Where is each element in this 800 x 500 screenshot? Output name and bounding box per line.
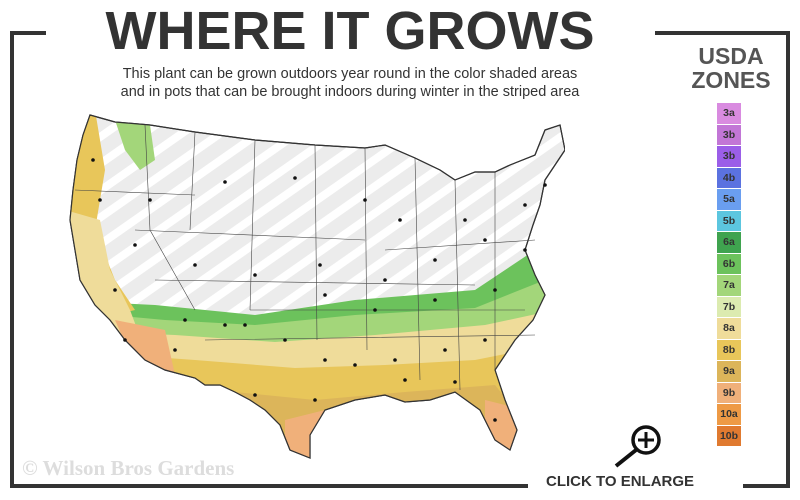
frame-bottom-right [743, 484, 790, 488]
city-dot [323, 293, 327, 297]
city-dot [173, 348, 177, 352]
city-dot [323, 358, 327, 362]
city-dot [383, 278, 387, 282]
legend-zone-6b: 6b [717, 253, 741, 274]
legend-zone-5b: 5b [717, 210, 741, 231]
city-dot [98, 198, 102, 202]
city-dot [493, 418, 497, 422]
subtitle-line-2: and in pots that can be brought indoors … [120, 84, 580, 100]
city-dot [243, 323, 247, 327]
legend-title-line-1: USDA [698, 43, 764, 69]
city-dot [353, 363, 357, 367]
city-dot [223, 180, 227, 184]
city-markers [91, 158, 547, 422]
legend-zone-10a: 10a [717, 404, 741, 425]
legend-zone-7a: 7a [717, 275, 741, 296]
legend-title: USDA ZONES [676, 44, 786, 92]
city-dot [113, 288, 117, 292]
city-dot [483, 238, 487, 242]
city-dot [523, 203, 527, 207]
click-to-enlarge-button[interactable]: CLICK TO ENLARGE [540, 418, 730, 493]
city-dot [148, 198, 152, 202]
legend-zone-5a: 5a [717, 189, 741, 210]
city-dot [193, 263, 197, 267]
city-dot [523, 248, 527, 252]
city-dot [123, 338, 127, 342]
subtitle-line-1: This plant can be grown outdoors year ro… [122, 66, 578, 82]
legend-zone-8b: 8b [717, 339, 741, 360]
frame-bottom-left [10, 484, 528, 488]
zone-region [115, 120, 155, 170]
city-dot [363, 198, 367, 202]
city-dot [493, 288, 497, 292]
city-dot [91, 158, 95, 162]
legend-zone-4b: 4b [717, 167, 741, 188]
legend-zone-3a: 3a [717, 103, 741, 124]
click-to-enlarge-label: CLICK TO ENLARGE [546, 473, 695, 490]
legend-zone-8a: 8a [717, 318, 741, 339]
city-dot [403, 378, 407, 382]
frame-left [10, 31, 14, 488]
city-dot [463, 218, 467, 222]
city-dot [483, 338, 487, 342]
legend-title-line-2: ZONES [691, 67, 771, 93]
city-dot [373, 308, 377, 312]
zone-region [115, 320, 175, 375]
usda-zone-map[interactable] [55, 110, 565, 460]
city-dot [443, 348, 447, 352]
city-dot [543, 183, 547, 187]
city-dot [433, 298, 437, 302]
city-dot [293, 176, 297, 180]
city-dot [313, 398, 317, 402]
zone-legend: 3a 3b 3b 4b 5a 5b 6a 6b 7a 7b 8a 8b 9a 9b 10a 10b [717, 103, 741, 447]
city-dot [253, 273, 257, 277]
frame-top-left [10, 31, 46, 35]
frame-top-right [655, 31, 790, 35]
city-dot [283, 338, 287, 342]
legend-zone-3b: 3b [717, 146, 741, 167]
city-dot [133, 243, 137, 247]
city-dot [318, 263, 322, 267]
legend-zone-9a: 9a [717, 361, 741, 382]
page-title: WHERE IT GROWS [105, 1, 595, 61]
legend-zone-6a: 6a [717, 232, 741, 253]
state-borders [74, 124, 536, 391]
city-dot [433, 258, 437, 262]
legend-zone-10b: 10b [717, 425, 741, 446]
city-dot [453, 380, 457, 384]
city-dot [183, 318, 187, 322]
city-dot [223, 323, 227, 327]
legend-zone-3b: 3b [717, 124, 741, 145]
legend-zone-9b: 9b [717, 382, 741, 403]
city-dot [398, 218, 402, 222]
watermark: © Wilson Bros Gardens [22, 456, 235, 480]
city-dot [393, 358, 397, 362]
zoom-in-icon [614, 425, 661, 468]
city-dot [253, 393, 257, 397]
legend-zone-7b: 7b [717, 296, 741, 317]
frame-right [786, 31, 790, 488]
subtitle: This plant can be grown outdoors year ro… [40, 65, 660, 101]
